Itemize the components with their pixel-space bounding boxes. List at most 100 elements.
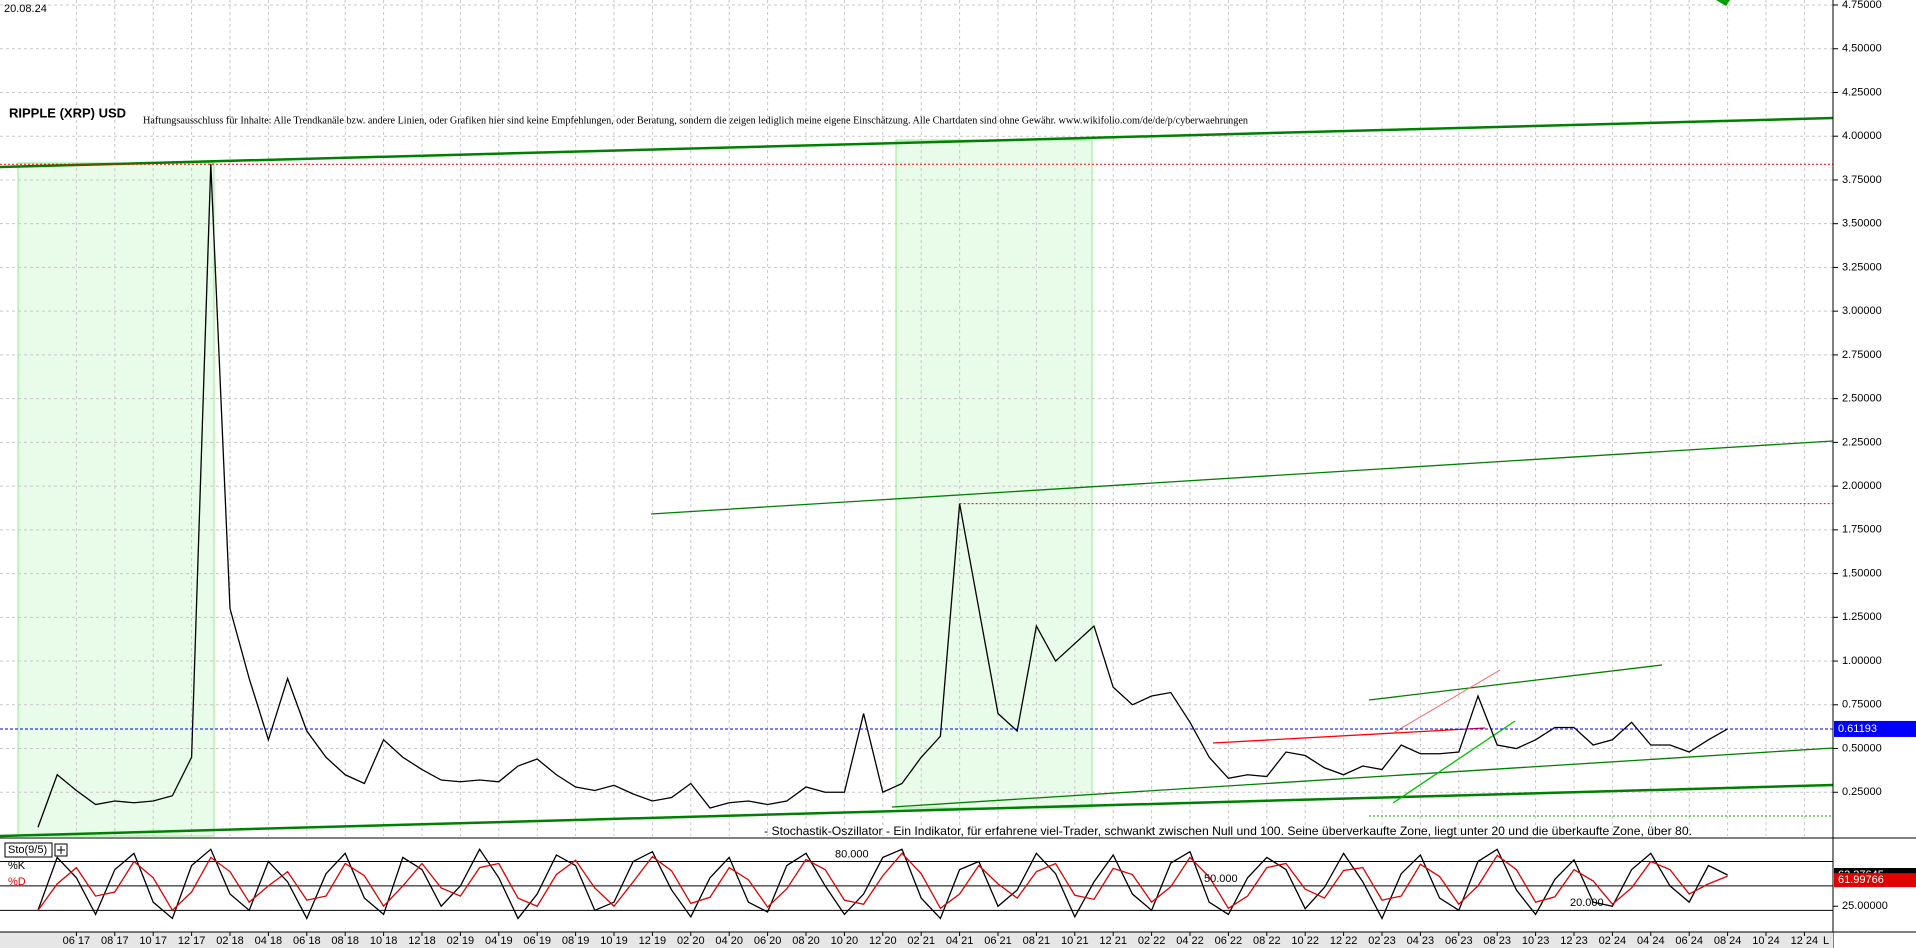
y-tick-label: 2.50000 xyxy=(1842,393,1882,405)
x-tick-label: 10 24 xyxy=(1752,935,1780,947)
x-tick-label: 08 23 xyxy=(1483,935,1511,947)
arrow-icon xyxy=(1716,0,1730,6)
x-tick-label: 08 17 xyxy=(101,935,129,947)
x-tick-label: 06 23 xyxy=(1445,935,1473,947)
y-tick-label: 1.25000 xyxy=(1842,611,1882,623)
level-label: 20.000 xyxy=(1570,897,1604,909)
x-tick-label: 06 17 xyxy=(63,935,91,947)
x-tick-label: 10 19 xyxy=(600,935,628,947)
legend-title-box xyxy=(4,842,53,858)
data-line xyxy=(37,164,1728,828)
y-tick-label: 1.75000 xyxy=(1842,524,1882,536)
x-tick-label: 04 22 xyxy=(1176,935,1204,947)
x-tick-label: 08 20 xyxy=(792,935,820,947)
x-tick-label: 02 24 xyxy=(1599,935,1627,947)
indicator-annotation: - Stochastik-Oszillator - Ein Indikator,… xyxy=(764,824,1692,838)
data-line xyxy=(37,848,1728,920)
x-tick-label: 04 24 xyxy=(1637,935,1665,947)
level-label: 50.000 xyxy=(1204,873,1238,885)
x-tick-label: 10 21 xyxy=(1061,935,1089,947)
x-tick-label: 06 22 xyxy=(1215,935,1243,947)
highlight-zone xyxy=(895,139,1093,809)
y-tick-label: 4.00000 xyxy=(1842,130,1882,142)
x-tick-label: 04 18 xyxy=(255,935,283,947)
trend-line xyxy=(1368,664,1663,701)
y-tick-label: 4.50000 xyxy=(1842,43,1882,55)
x-axis-end-label: L xyxy=(1823,935,1829,947)
x-tick-label: 08 18 xyxy=(331,935,359,947)
y-tick-label: 3.50000 xyxy=(1842,218,1882,230)
x-tick-label: 08 21 xyxy=(1023,935,1051,947)
x-tick-label: 06 24 xyxy=(1675,935,1703,947)
plot xyxy=(0,163,1833,920)
x-tick-label: 12 21 xyxy=(1099,935,1127,947)
x-tick-label: 04 23 xyxy=(1407,935,1435,947)
trend-line xyxy=(1392,720,1516,804)
trend-line xyxy=(891,747,1834,808)
y-tick-label: 1.50000 xyxy=(1842,567,1882,579)
x-tick-label: 10 23 xyxy=(1522,935,1550,947)
highlight-zone xyxy=(17,162,215,837)
y-tick-label: 4.25000 xyxy=(1842,86,1882,98)
y-tick-label: 0.50000 xyxy=(1842,742,1882,754)
current-value-label: 0.61193 xyxy=(1838,723,1877,735)
x-tick-label: 12 24 xyxy=(1791,935,1819,947)
x-tick-label: 02 19 xyxy=(447,935,475,947)
data-line xyxy=(37,852,1728,912)
y-tick-label: 4.75000 xyxy=(1842,0,1882,11)
plus-icon xyxy=(57,846,65,854)
x-tick-label: 06 20 xyxy=(754,935,782,947)
x-tick-label: 10 18 xyxy=(370,935,398,947)
y-tick-label: 2.00000 xyxy=(1842,480,1882,492)
y-tick-label: 2.25000 xyxy=(1842,436,1882,448)
x-tick-label: 04 19 xyxy=(485,935,513,947)
x-tick-label: 12 20 xyxy=(869,935,897,947)
legend-title: Sto(9/5) xyxy=(8,844,47,856)
value-box-label: 61.99766 xyxy=(1838,874,1884,886)
y-tick-label: 0.25000 xyxy=(1842,786,1882,798)
y-tick-label: 2.75000 xyxy=(1842,349,1882,361)
x-tick-label: 06 18 xyxy=(293,935,321,947)
x-tick-label: 08 19 xyxy=(562,935,590,947)
trend-line xyxy=(650,440,1834,515)
y2-tick-label: 25.00000 xyxy=(1842,900,1888,912)
trend-lines xyxy=(0,0,1834,838)
y-tick-label: 3.00000 xyxy=(1842,305,1882,317)
trend-line xyxy=(1392,669,1501,734)
date: 20.08.24 xyxy=(4,3,47,15)
x-tick-label: 08 22 xyxy=(1253,935,1281,947)
y-tick-label: 1.00000 xyxy=(1842,655,1882,667)
grid xyxy=(0,0,1833,911)
x-tick-label: 02 20 xyxy=(677,935,705,947)
y-tick-label: 0.75000 xyxy=(1842,699,1882,711)
x-tick-label: 12 23 xyxy=(1560,935,1588,947)
x-tick-label: 10 20 xyxy=(831,935,859,947)
value-box xyxy=(1834,873,1916,888)
x-tick-label: 02 23 xyxy=(1368,935,1396,947)
x-axis-band xyxy=(0,932,1833,948)
trend-line xyxy=(1212,727,1486,744)
level-label: 80.000 xyxy=(835,848,869,860)
legend-label: %K xyxy=(8,860,26,872)
current-value-box xyxy=(1834,720,1916,737)
x-tick-label: 02 18 xyxy=(216,935,244,947)
x-tick-label: 02 21 xyxy=(907,935,935,947)
x-tick-label: 04 20 xyxy=(715,935,743,947)
x-tick-label: 10 17 xyxy=(139,935,167,947)
x-tick-label: 12 19 xyxy=(639,935,667,947)
trend-line xyxy=(0,783,1834,838)
disclaimer: Haftungsausschluss für Inhalte: Alle Tre… xyxy=(143,115,1248,126)
x-tick-label: 08 24 xyxy=(1714,935,1742,947)
x-tick-label: 12 22 xyxy=(1330,935,1358,947)
x-tick-label: 12 18 xyxy=(408,935,436,947)
x-tick-label: 02 22 xyxy=(1138,935,1166,947)
trend-line xyxy=(0,116,1834,169)
x-tick-label: 04 21 xyxy=(946,935,974,947)
legend-label: %D xyxy=(8,876,26,888)
x-tick-label: 06 19 xyxy=(523,935,551,947)
y-tick-label: 3.75000 xyxy=(1842,174,1882,186)
chart-title: RIPPLE (XRP) USD xyxy=(9,105,126,120)
x-tick-label: 06 21 xyxy=(984,935,1012,947)
x-tick-label: 12 17 xyxy=(178,935,206,947)
